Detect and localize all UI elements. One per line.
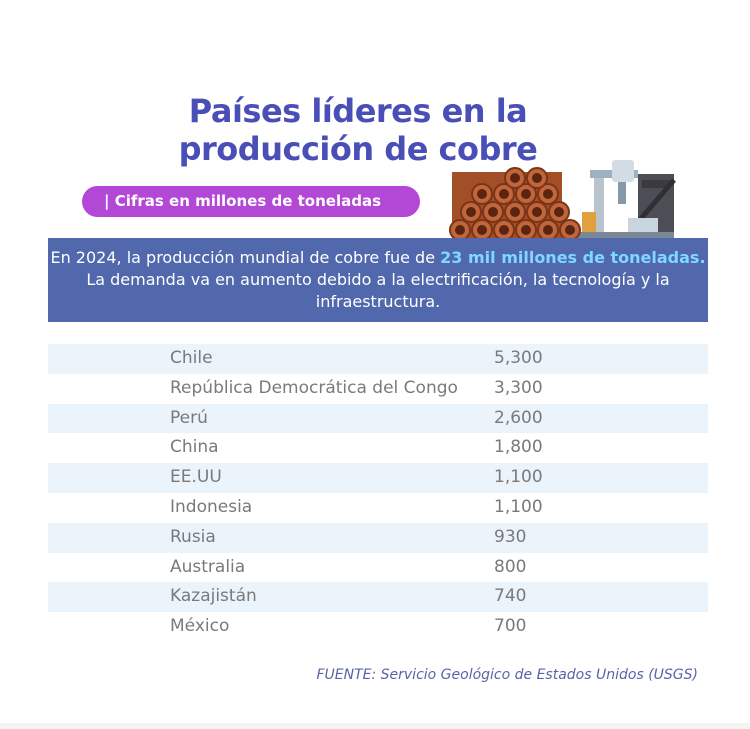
country-cell: Indonesia [170,496,253,517]
value-cell: 700 [494,616,527,637]
value-cell: 2,600 [494,407,543,428]
table-row: Australia 800 [48,553,708,583]
page-title: Países líderes en la producción de cobre [0,92,716,168]
mining-machine-icon [578,160,676,240]
country-cell: Rusia [170,526,216,547]
table-row: Kazajistán 740 [48,582,708,613]
value-cell: 5,300 [494,348,543,368]
country-cell: Australia [170,556,246,577]
intro-banner: En 2024, la producción mundial de cobre … [48,238,708,322]
value-cell: 1,100 [494,467,543,488]
value-cell: 740 [494,586,527,607]
bottom-strip [0,723,750,729]
table-row: China 1,800 [48,433,708,463]
table-row: México 700 [48,612,708,642]
country-cell: Kazajistán [170,586,257,607]
value-cell: 1,100 [494,496,543,517]
source-note: FUENTE: Servicio Geológico de Estados Un… [316,667,698,683]
banner-text-2: La demanda va en aumento debido a la ele… [86,270,670,311]
country-cell: Perú [170,407,208,428]
title-line-2: producción de cobre [178,130,538,168]
copper-pipes-icon [449,167,581,241]
table-row: Perú 2,600 [48,403,708,434]
table-row: EE.UU 1,100 [48,463,708,493]
production-table: Chile 5,300 República Democrática del Cong… [48,344,708,642]
country-cell: República Democrática del Congo [170,377,458,398]
value-cell: 800 [494,556,527,577]
country-cell: China [170,437,219,458]
table-row: República Democrática del Congo 3,300 [48,374,708,404]
title-line-1: Países líderes en la [188,92,528,130]
country-cell: EE.UU [170,467,222,488]
table-row: Indonesia 1,100 [48,493,708,523]
table-row: Chile 5,300 [48,344,708,374]
units-pill: | Cifras en millones de toneladas [82,186,420,217]
value-cell: 1,800 [494,437,543,458]
banner-text-1: En 2024, la producción mundial de cobre … [50,248,441,267]
value-cell: 930 [494,526,527,547]
copper-pipes-machinery-illustration [449,160,676,241]
country-cell: Chile [170,348,213,368]
country-cell: México [170,616,230,637]
table-row: Rusia 930 [48,522,708,553]
banner-highlight: 23 mil millones de toneladas. [440,248,706,267]
value-cell: 3,300 [494,377,543,398]
